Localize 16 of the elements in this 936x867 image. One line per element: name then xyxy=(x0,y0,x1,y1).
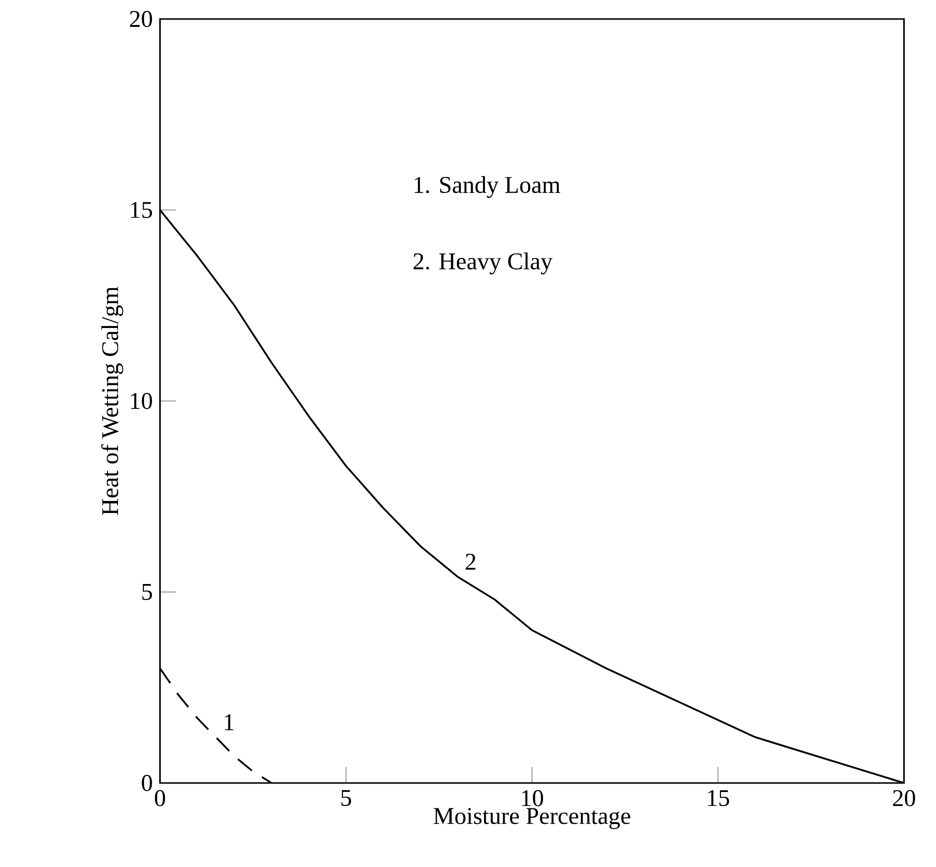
series-label: 1 xyxy=(224,714,234,730)
y-tick-label: 5 xyxy=(142,584,152,600)
y-tick-label: 10 xyxy=(131,392,152,410)
annotation: 2. Heavy Clay xyxy=(414,252,552,274)
annotation: 1. Sandy Loam xyxy=(414,176,560,198)
x-tick-label: 20 xyxy=(893,790,916,806)
x-tick-label: 5 xyxy=(341,790,352,806)
x-tick-label: 10 xyxy=(522,790,544,806)
y-tick-label: 15 xyxy=(131,202,152,218)
y-tick-label: 20 xyxy=(130,10,152,28)
x-axis-title: Moisture Percentage xyxy=(434,808,630,830)
x-tick-label: 15 xyxy=(708,790,730,806)
y-tick-label: 0 xyxy=(142,774,152,792)
y-axis-title: Heat of Wetting Cal/gm xyxy=(101,286,124,515)
series-label: 2 xyxy=(466,554,476,570)
x-tick-label: 0 xyxy=(154,790,166,806)
